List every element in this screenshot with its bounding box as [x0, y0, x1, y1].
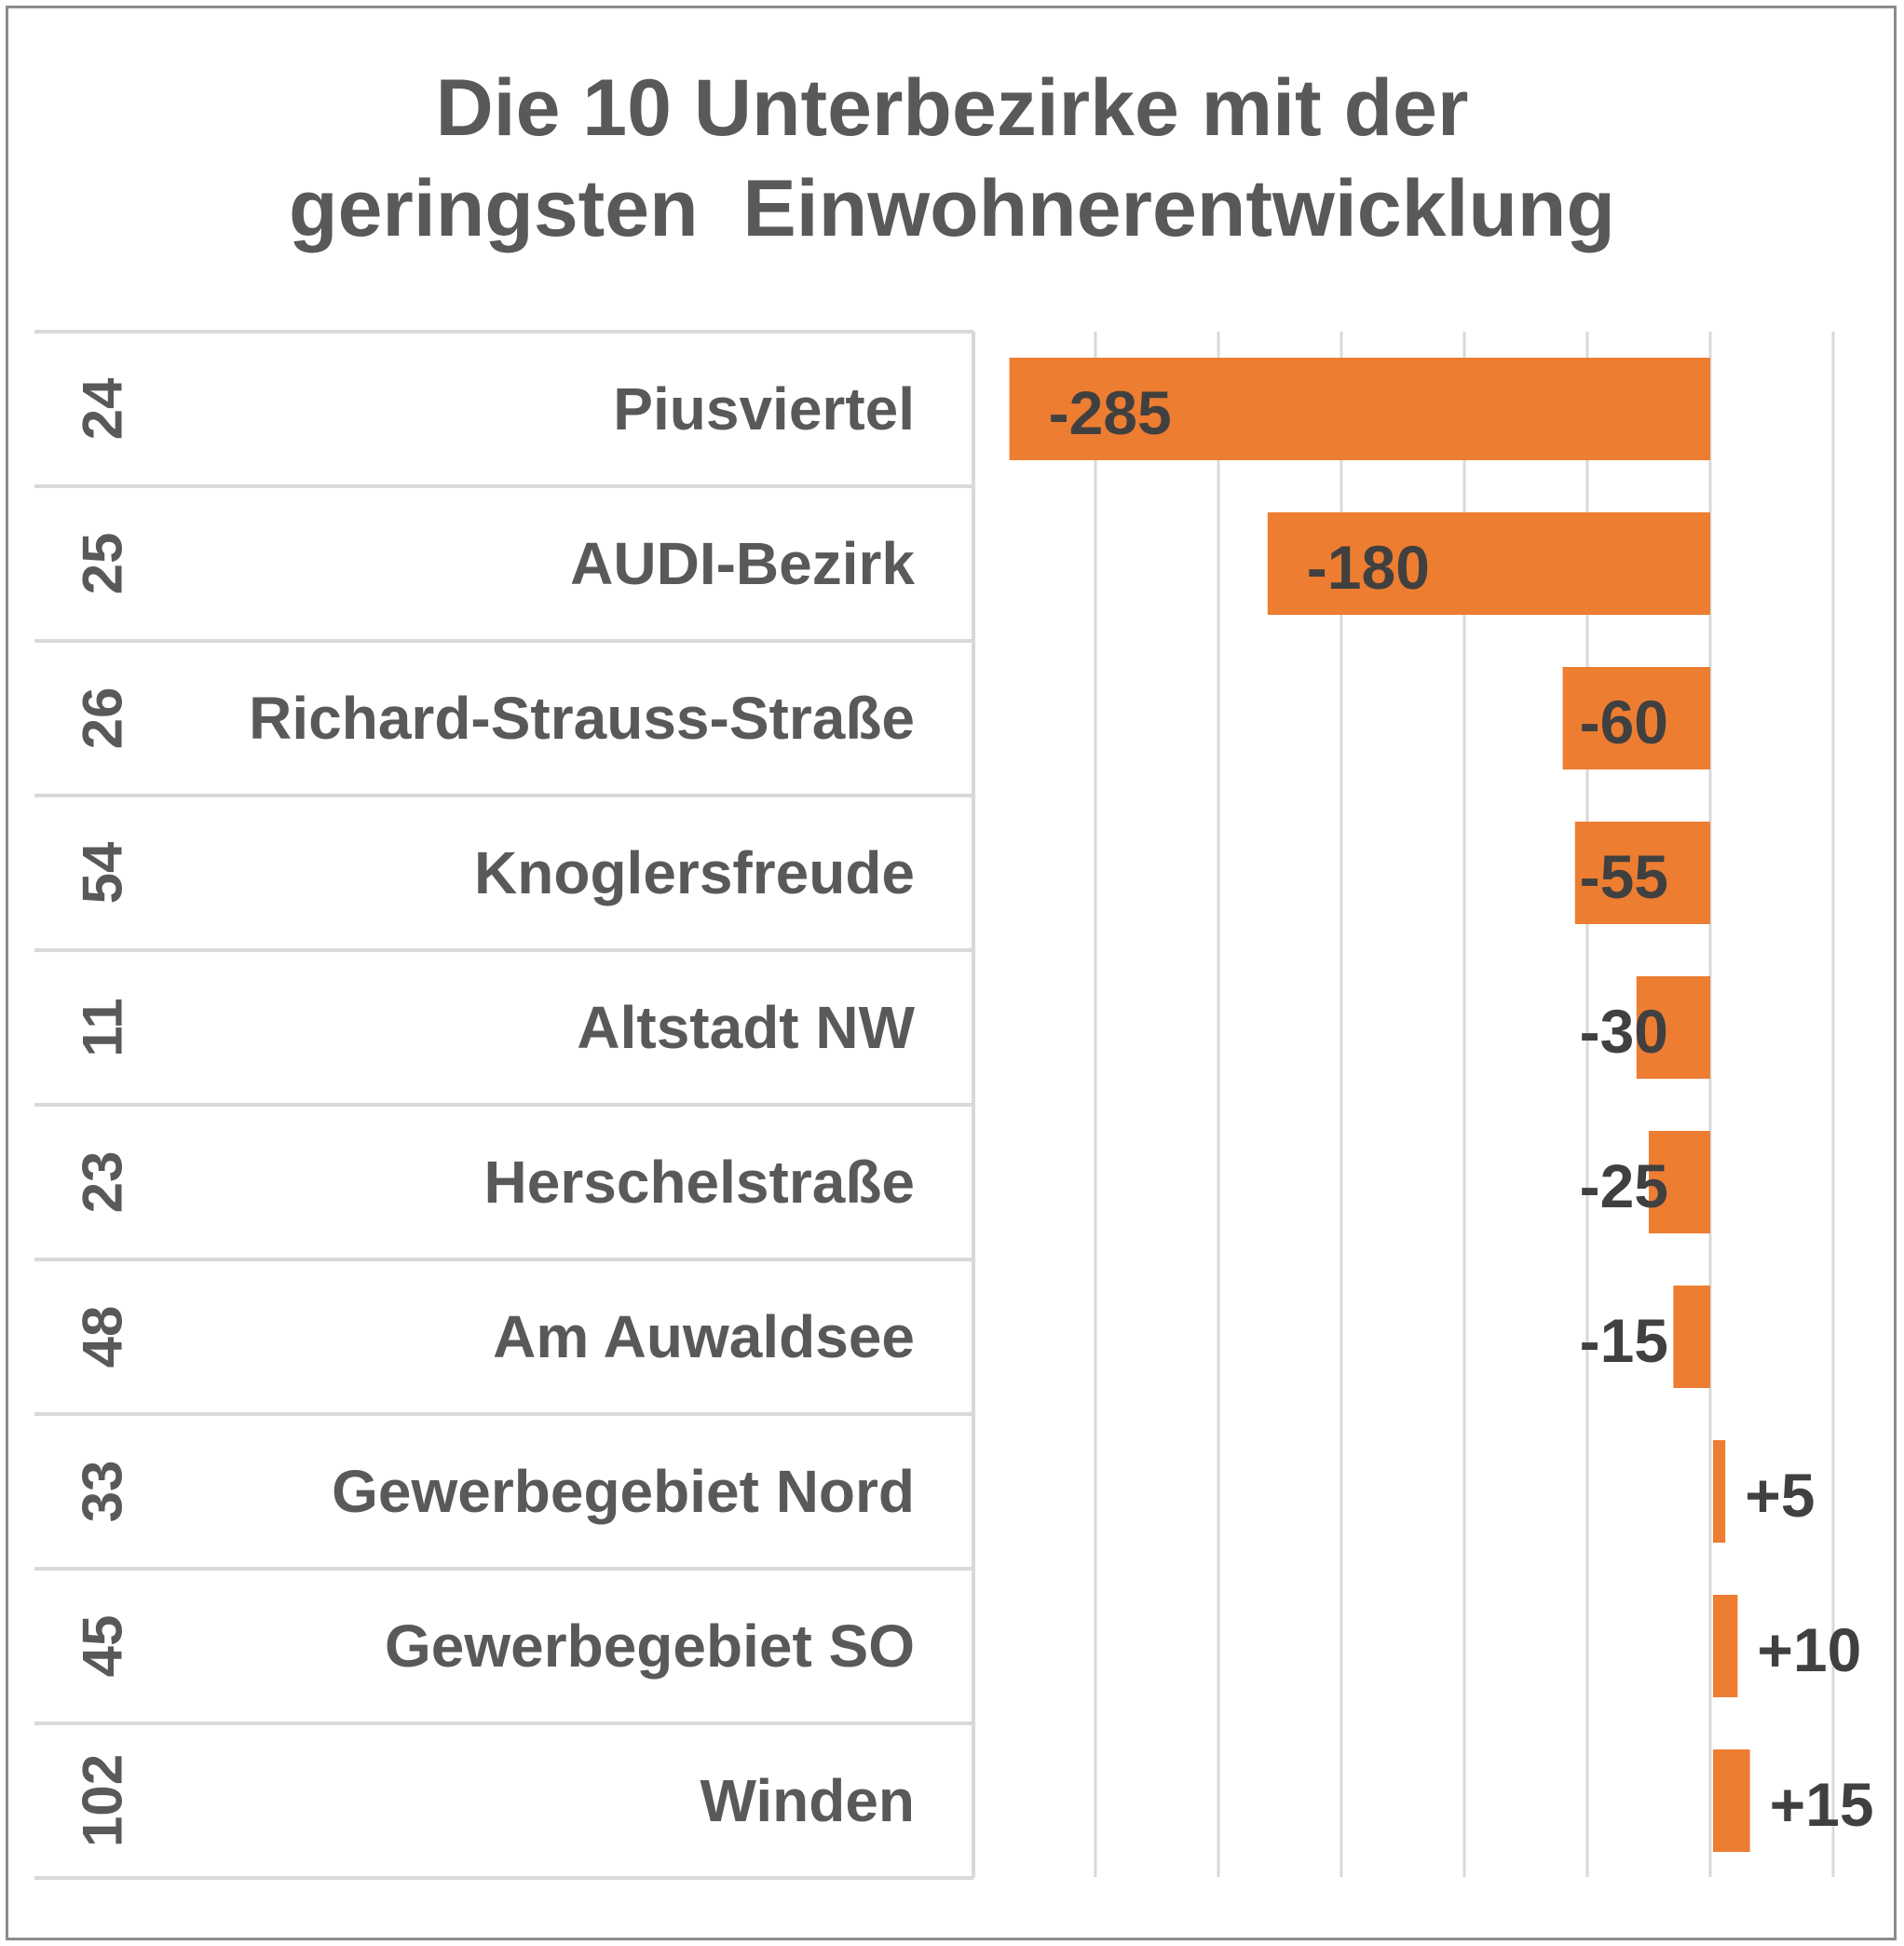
- bar: [1673, 1286, 1710, 1388]
- chart-title: Die 10 Unterbezirke mit der geringsten E…: [0, 58, 1904, 259]
- row-code-label: 102: [72, 1754, 134, 1847]
- category-tick-label: Herschelstraße: [484, 1149, 915, 1216]
- data-label: -15: [1580, 1306, 1668, 1375]
- row-code-label: 26: [72, 687, 134, 750]
- chart-frame: [6, 6, 1897, 1940]
- category-rows: 24 Piusviertel 25 AUDI-Bezirk 26 Richard-Stra…: [34, 330, 975, 1880]
- row-code-label: 11: [72, 998, 134, 1056]
- bar: [1267, 512, 1710, 615]
- data-label: -285: [1049, 378, 1172, 447]
- category-tick-label: Richard-Strauss-Straße: [249, 685, 915, 752]
- data-label: -180: [1307, 533, 1430, 602]
- row-code-label: 45: [72, 1615, 134, 1678]
- bar: [1009, 358, 1710, 460]
- row-code-label: 33: [72, 1461, 134, 1523]
- row-code-label: 25: [72, 533, 134, 595]
- category-tick-label: Am Auwaldsee: [493, 1303, 915, 1370]
- data-labels: -285 -180 -60 -55 -30 -25 -15 +5 +10 +15: [1049, 378, 1874, 1839]
- row-code-label: 54: [72, 841, 134, 904]
- chart-title-line-1: Die 10 Unterbezirke mit der: [435, 63, 1469, 153]
- category-tick-label: Winden: [700, 1767, 916, 1834]
- data-label: +10: [1757, 1615, 1861, 1684]
- data-label: -60: [1580, 687, 1668, 756]
- bar: [1649, 1131, 1710, 1233]
- category-tick-label: Knoglersfreude: [474, 839, 915, 906]
- category-tick-label: Piusviertel: [613, 375, 915, 442]
- row-code-label: 24: [72, 377, 134, 440]
- bars: [1009, 358, 1750, 1852]
- category-tick-label: Altstadt NW: [577, 994, 915, 1061]
- bar: [1574, 822, 1710, 924]
- data-label: -25: [1580, 1151, 1668, 1220]
- data-label: -55: [1580, 842, 1668, 911]
- data-label: -30: [1580, 997, 1668, 1066]
- category-tick-label: Gewerbegebiet SO: [385, 1613, 915, 1680]
- bar: [1636, 976, 1710, 1079]
- bar: [1713, 1595, 1738, 1697]
- bar: [1562, 667, 1710, 769]
- data-label: +5: [1745, 1461, 1815, 1530]
- row-code-label: 48: [72, 1306, 134, 1368]
- category-tick-label: AUDI-Bezirk: [570, 530, 915, 597]
- category-tick-label: Gewerbegebiet Nord: [332, 1458, 915, 1525]
- chart-title-line-2: geringsten Einwohnerentwicklung: [289, 164, 1615, 253]
- row-code-label: 23: [72, 1151, 134, 1214]
- bar: [1713, 1440, 1726, 1543]
- bar: [1713, 1749, 1750, 1852]
- data-label: +15: [1770, 1770, 1874, 1839]
